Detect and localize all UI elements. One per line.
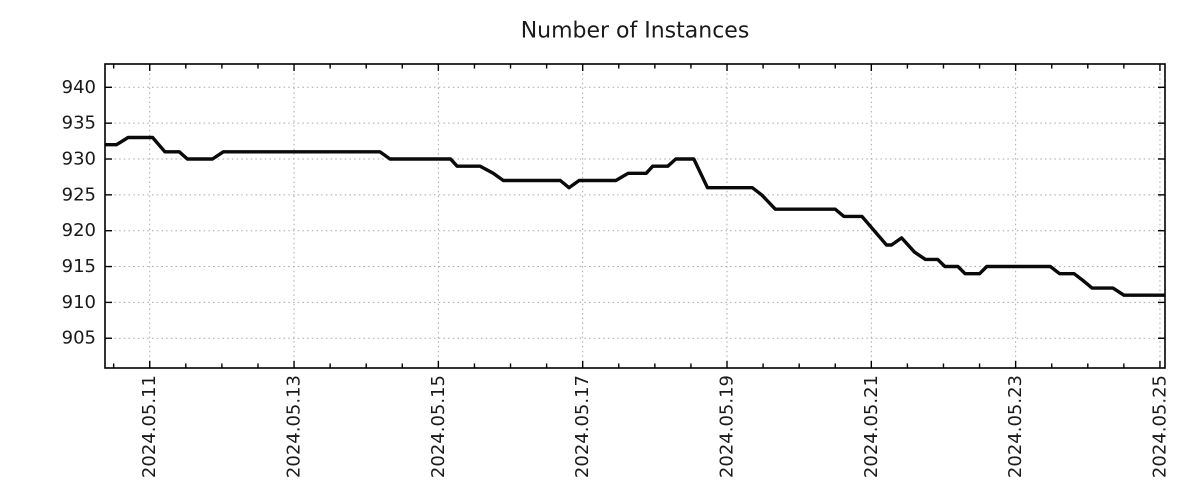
y-tick-labels: 905 910 915 920 925 930 935 940: [62, 77, 96, 349]
x-tick-label: 2024.05.25: [1149, 375, 1170, 478]
x-tick-label: 2024.05.13: [284, 375, 305, 478]
chart-title: Number of Instances: [521, 19, 750, 44]
y-tick-label: 935: [62, 113, 96, 134]
plot-border: [104, 63, 1166, 369]
y-tick-label: 905: [62, 328, 96, 349]
series-line: [105, 135, 1165, 297]
x-tick-label: 2024.05.15: [428, 375, 449, 478]
y-tick-label: 925: [62, 184, 96, 205]
y-gridlines: [105, 86, 1165, 339]
y-tick-label: 915: [62, 256, 96, 277]
y-tick-label: 920: [62, 220, 96, 241]
x-tick-label: 2024.05.23: [1005, 375, 1026, 478]
x-tick-labels: 2024.05.11 2024.05.13 2024.05.15 2024.05.17…: [139, 375, 1170, 478]
x-tick-label: 2024.05.19: [717, 375, 738, 478]
axis-ticks: [105, 64, 1165, 368]
y-tick-label: 910: [62, 292, 96, 313]
y-tick-label: 930: [62, 149, 96, 170]
x-tick-label: 2024.05.21: [861, 375, 882, 478]
x-tick-label: 2024.05.17: [572, 375, 593, 478]
x-tick-label: 2024.05.11: [139, 375, 160, 478]
x-gridlines: [149, 64, 1161, 368]
y-tick-label: 940: [62, 77, 96, 98]
